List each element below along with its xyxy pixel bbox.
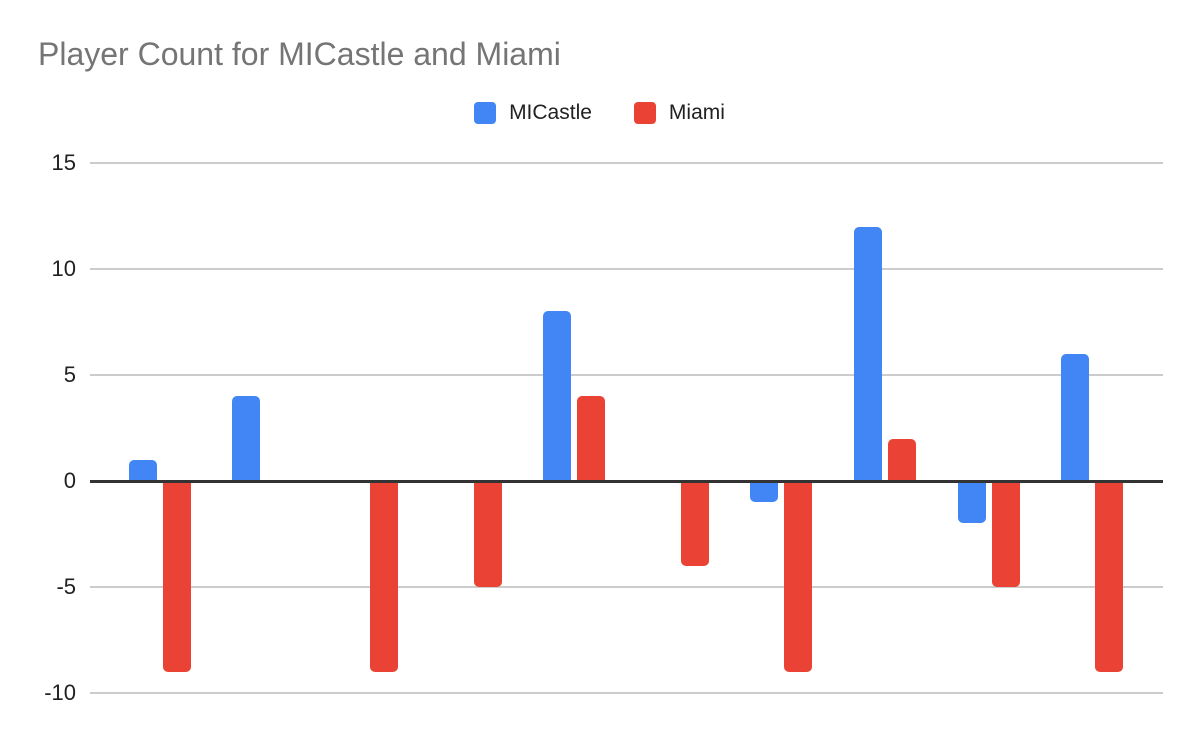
bar-slot: [750, 163, 779, 693]
legend-swatch-icon: [633, 102, 656, 124]
bar-slot: [853, 163, 882, 693]
category-group: [730, 163, 834, 693]
bar-slot: [1095, 163, 1124, 693]
bar-slot: [369, 163, 398, 693]
bar-miami[interactable]: [1095, 481, 1124, 672]
legend-item-micastle[interactable]: MICastle: [474, 101, 592, 125]
category-group: [212, 163, 316, 693]
bar-miami[interactable]: [680, 481, 709, 566]
bar-slot: [1061, 163, 1090, 693]
bar-micastle[interactable]: [128, 459, 157, 481]
bar-slot: [473, 163, 502, 693]
y-axis-tick-label: 15: [51, 150, 76, 175]
plot-area: 15 10 5 0 -5 -10: [44, 150, 1163, 705]
bar-slot: [991, 163, 1020, 693]
bar-slot: [162, 163, 191, 693]
bar-miami[interactable]: [473, 481, 502, 587]
bar-slot: [232, 163, 261, 693]
legend-label: MICastle: [509, 101, 592, 124]
bar-micastle[interactable]: [750, 481, 779, 503]
gridline: [90, 692, 1163, 694]
y-axis-tick-label: 10: [51, 256, 76, 281]
bar-miami[interactable]: [577, 396, 606, 481]
zero-axis-line: [90, 479, 1163, 483]
y-axis-tick-label: 5: [63, 362, 76, 387]
gridline: [90, 268, 1163, 270]
bar-slot: [440, 163, 468, 693]
legend-item-miami[interactable]: Miami: [633, 101, 725, 125]
category-group: [419, 163, 523, 693]
legend: MICastle Miami: [0, 100, 1199, 126]
bar-slot: [543, 163, 572, 693]
category-group: [522, 163, 626, 693]
bar-miami[interactable]: [887, 438, 916, 481]
bar-slot: [128, 163, 157, 693]
category-group: [108, 163, 212, 693]
bar-slot: [266, 163, 294, 693]
gridline: [90, 586, 1163, 588]
y-axis-tick-label: -10: [44, 680, 76, 705]
category-group: [626, 163, 730, 693]
bar-slot: [784, 163, 813, 693]
gridline: [90, 162, 1163, 164]
category-group: [1040, 163, 1144, 693]
bar-slot: [336, 163, 364, 693]
category-group: [315, 163, 419, 693]
bar-miami[interactable]: [369, 481, 398, 672]
category-group: [833, 163, 937, 693]
bar-micastle[interactable]: [232, 396, 261, 481]
chart-title: Player Count for MICastle and Miami: [38, 36, 561, 72]
category-group: [937, 163, 1041, 693]
legend-label: Miami: [668, 101, 725, 124]
legend-swatch-icon: [474, 102, 497, 124]
bar-slot: [647, 163, 675, 693]
bar-miami[interactable]: [784, 481, 813, 672]
bar-slot: [577, 163, 606, 693]
y-axis-tick-label: -5: [56, 574, 76, 599]
bars-row: [108, 163, 1144, 693]
bar-micastle[interactable]: [853, 226, 882, 481]
bar-miami[interactable]: [162, 481, 191, 672]
bar-micastle[interactable]: [1061, 353, 1090, 481]
bar-micastle[interactable]: [957, 481, 986, 524]
bar-slot: [680, 163, 709, 693]
gridline: [90, 374, 1163, 376]
bar-micastle[interactable]: [543, 311, 572, 481]
y-axis-tick-label: 0: [63, 468, 76, 493]
bar-miami[interactable]: [991, 481, 1020, 587]
bar-slot: [957, 163, 986, 693]
bar-slot: [887, 163, 916, 693]
